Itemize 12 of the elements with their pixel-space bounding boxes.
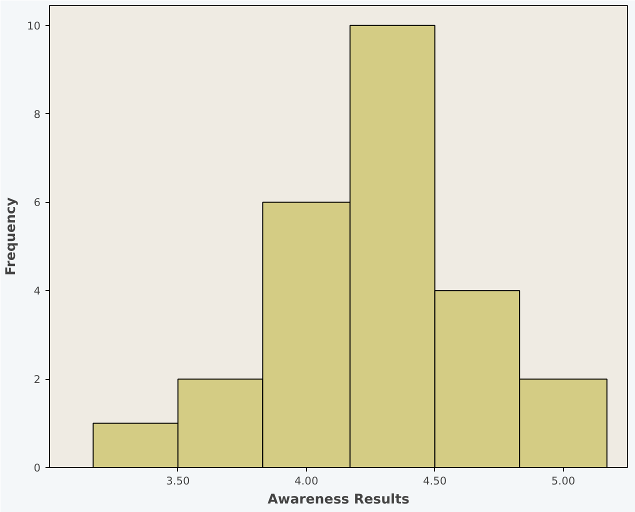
- y-tick-label: 6: [34, 196, 41, 210]
- y-tick-label: 8: [34, 108, 41, 121]
- x-tick-label: 5.00: [551, 474, 576, 488]
- y-tick-label: 2: [34, 373, 40, 386]
- y-tick-label: 0: [34, 462, 41, 474]
- x-tick-label: 4.00: [294, 474, 318, 488]
- y-axis-title: Frequency: [4, 197, 19, 276]
- y-tick-label: 4: [34, 284, 41, 298]
- x-tick-label: 4.50: [422, 474, 447, 488]
- x-axis-title: Awareness Results: [268, 492, 410, 508]
- y-tick-label: 10: [26, 19, 41, 32]
- x-tick-label: 3.50: [166, 474, 190, 488]
